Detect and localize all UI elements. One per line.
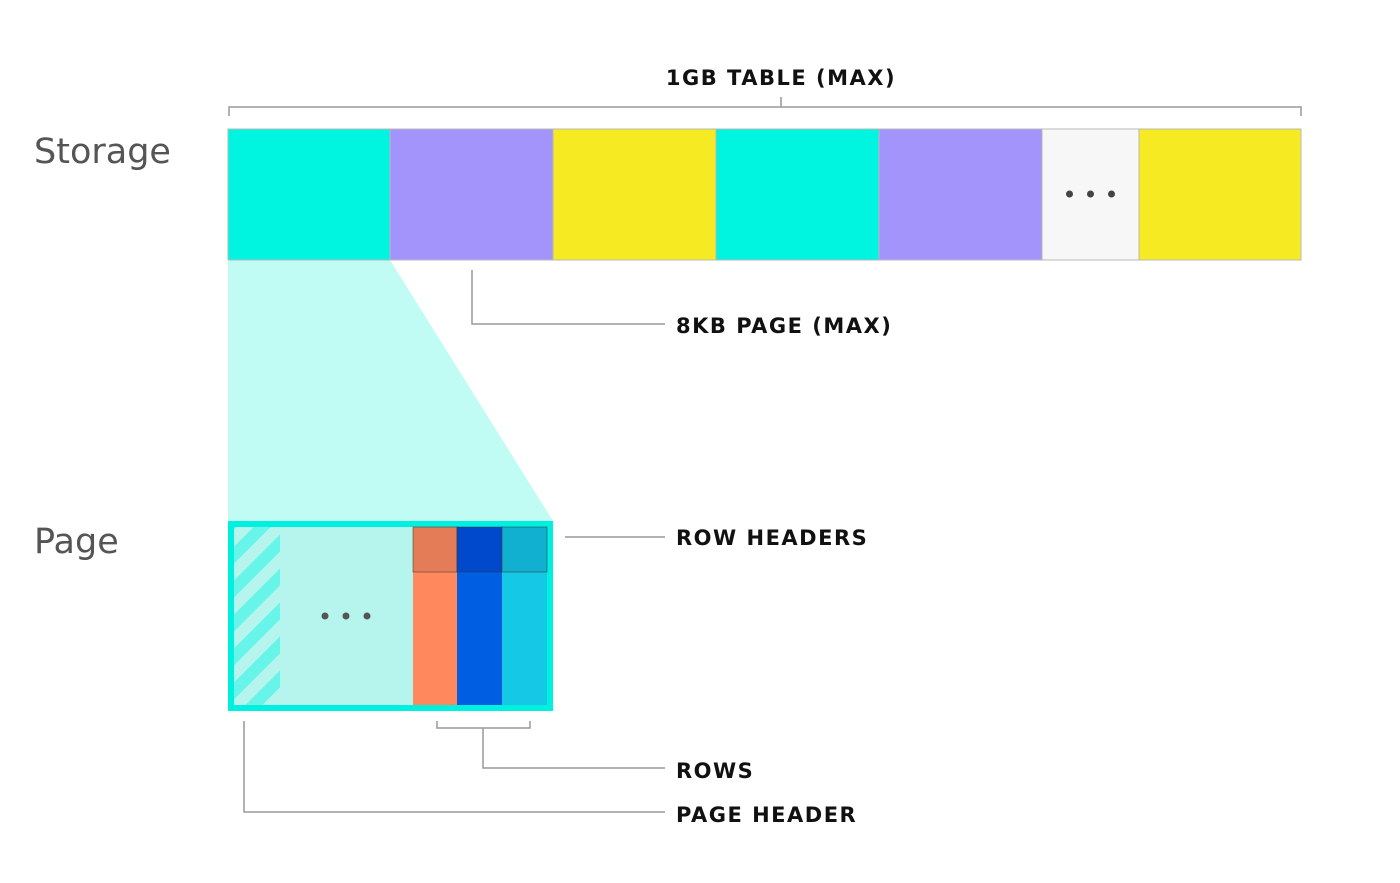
page-header-block: [234, 527, 280, 705]
table-bracket: [228, 97, 1302, 116]
page-detail: [228, 521, 553, 711]
row-header-block: [501, 526, 548, 573]
ellipsis-dot: [1066, 190, 1073, 198]
page-header-connector: [243, 721, 665, 813]
row-headers-label: ROW HEADERS: [676, 526, 868, 550]
page-header-label: PAGE HEADER: [676, 803, 857, 827]
storage-label: Storage: [34, 132, 171, 172]
ellipsis-dot: [1108, 190, 1115, 198]
storage-page-block: [715, 128, 880, 261]
row-block: [502, 572, 547, 705]
storage-page-block: [227, 128, 391, 261]
zoom-funnel: [228, 260, 553, 521]
row-block: [413, 572, 457, 705]
storage-blocks: [227, 128, 1302, 261]
page-border: [228, 521, 553, 711]
storage-page-block: [389, 128, 554, 261]
storage-page-block: [878, 128, 1043, 261]
table-size-label: 1GB TABLE (MAX): [666, 66, 896, 90]
rows-label: ROWS: [676, 759, 754, 783]
ellipsis-dot: [1087, 190, 1094, 198]
row-header-block: [412, 526, 458, 573]
storage-page-block: [552, 128, 717, 261]
page-label: Page: [34, 522, 119, 562]
page-size-label: 8KB PAGE (MAX): [676, 314, 892, 338]
rows-connector: [436, 721, 665, 769]
page-size-connector: [471, 270, 665, 325]
row-header-block: [456, 526, 503, 573]
ellipsis-icon: [321, 612, 371, 620]
storage-page-block: [1138, 128, 1302, 261]
row-block: [457, 572, 502, 705]
